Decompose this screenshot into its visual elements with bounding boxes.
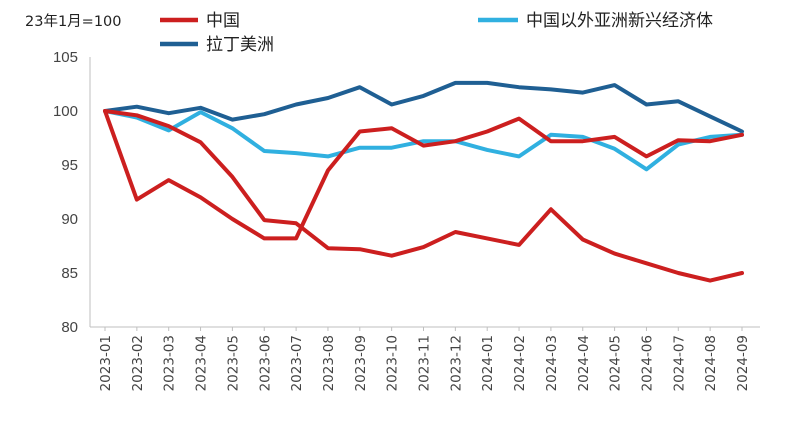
x-tick-label: 2023-10 [385,335,401,391]
x-tick-label: 2024-02 [512,335,528,391]
x-tick-label: 2024-05 [608,335,624,391]
series-lines [103,80,744,283]
series-line-china-a [103,109,744,241]
x-tick-label: 2024-04 [576,335,592,391]
y-tick-label: 105 [53,49,78,66]
x-tick-label: 2023-03 [162,335,178,391]
x-tick-label: 2023-08 [321,335,337,391]
series-line-latin-america [103,80,744,134]
x-tick-label: 2024-07 [671,335,687,391]
x-tick-label: 2023-06 [257,335,273,391]
x-tick-label: 2023-05 [225,335,241,391]
x-tick-label: 2024-03 [544,335,560,391]
y-tick-label: 80 [61,319,78,336]
x-tick-label: 2023-07 [289,335,305,391]
y-tick-label: 95 [61,157,78,174]
x-tick-label: 2023-11 [417,335,433,391]
legend: 中国 拉丁美洲 中国以外亚洲新兴经济体 [160,11,713,55]
x-tick-label: 2023-04 [194,335,210,391]
series-line-asia-ex-china [103,109,744,172]
x-tick-label: 2024-01 [480,335,496,391]
y-axis-ticks: 80 85 90 95 100 105 [53,49,78,336]
series-line-china-b [103,109,744,283]
legend-label-china: 中国 [206,11,240,31]
x-tick-label: 2023-12 [448,335,464,391]
x-tick-label: 2023-02 [130,335,146,391]
axes [89,57,760,328]
x-tick-label: 2024-08 [703,335,719,391]
y-tick-label: 90 [61,211,78,228]
y-tick-label: 100 [53,103,78,120]
x-tick-label: 2024-09 [735,335,751,391]
legend-label-latin-america: 拉丁美洲 [206,35,274,55]
x-tick-label: 2024-06 [639,335,655,391]
x-tick-label: 2023-09 [353,335,369,391]
y-tick-label: 85 [61,265,78,282]
x-axis-ticks: 2023-01 2023-02 2023-03 2023-04 2023-05 2023-… [98,327,751,391]
legend-label-asia-ex-china: 中国以外亚洲新兴经济体 [526,11,713,31]
chart-note: 23年1月=100 [25,13,122,30]
x-tick-label: 2023-01 [98,335,114,391]
